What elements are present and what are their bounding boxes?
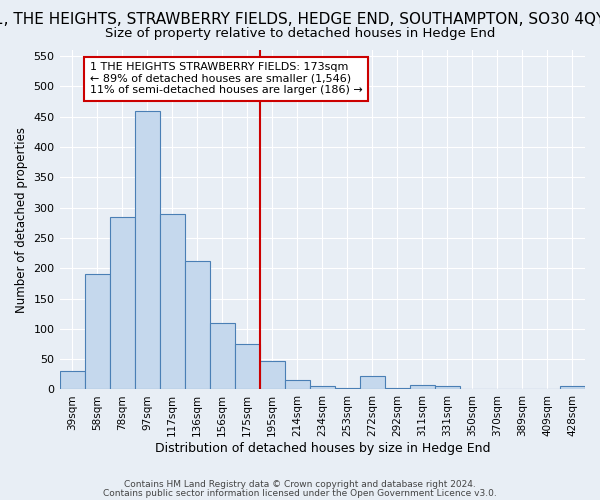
Bar	[260, 361, 285, 390]
Bar	[410, 384, 435, 390]
Bar	[310, 386, 335, 390]
Bar	[360, 376, 385, 390]
Bar	[335, 388, 360, 390]
Y-axis label: Number of detached properties: Number of detached properties	[15, 126, 28, 312]
Text: Contains public sector information licensed under the Open Government Licence v3: Contains public sector information licen…	[103, 489, 497, 498]
Bar	[160, 214, 185, 390]
Bar	[385, 388, 410, 390]
Text: Contains HM Land Registry data © Crown copyright and database right 2024.: Contains HM Land Registry data © Crown c…	[124, 480, 476, 489]
Bar	[435, 386, 460, 390]
Text: 1, THE HEIGHTS, STRAWBERRY FIELDS, HEDGE END, SOUTHAMPTON, SO30 4QY: 1, THE HEIGHTS, STRAWBERRY FIELDS, HEDGE…	[0, 12, 600, 28]
X-axis label: Distribution of detached houses by size in Hedge End: Distribution of detached houses by size …	[155, 442, 490, 455]
Text: 1 THE HEIGHTS STRAWBERRY FIELDS: 173sqm
← 89% of detached houses are smaller (1,: 1 THE HEIGHTS STRAWBERRY FIELDS: 173sqm …	[89, 62, 362, 96]
Bar	[235, 344, 260, 390]
Bar	[110, 216, 134, 390]
Bar	[560, 386, 585, 390]
Bar	[285, 380, 310, 390]
Bar	[185, 261, 209, 390]
Bar	[209, 323, 235, 390]
Bar	[134, 110, 160, 390]
Bar	[59, 372, 85, 390]
Bar	[85, 274, 110, 390]
Text: Size of property relative to detached houses in Hedge End: Size of property relative to detached ho…	[105, 28, 495, 40]
